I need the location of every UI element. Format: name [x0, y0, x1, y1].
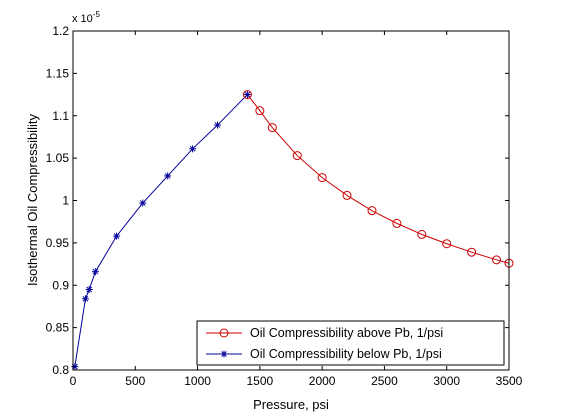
series-1-point — [139, 199, 147, 207]
y-tick-label: 0.85 — [46, 321, 70, 335]
legend-label-above-pb: Oil Compressibility above Pb, 1/psi — [250, 326, 443, 340]
series-line-1 — [74, 94, 248, 367]
series-1-point — [71, 363, 79, 371]
y-multiplier-exponent: -5 — [93, 10, 101, 19]
series-0-point — [367, 206, 377, 216]
series-1-point — [214, 121, 222, 129]
series-1-point — [164, 172, 172, 180]
legend-asterisk-glyph — [220, 350, 228, 358]
y-multiplier-base: x 10 — [72, 13, 93, 25]
series-1-point — [113, 232, 121, 240]
series-0-point — [292, 151, 302, 161]
x-tick-label: 500 — [125, 374, 145, 388]
series-0-point — [492, 255, 502, 265]
series-0-point — [467, 247, 477, 257]
series-0-point — [342, 190, 352, 200]
series-0-point — [442, 239, 452, 249]
plot-area — [73, 31, 509, 370]
legend: Oil Compressibility above Pb, 1/psi Oil … — [196, 320, 505, 366]
legend-marker-below-pb — [220, 350, 228, 358]
y-tick-label: 0.8 — [52, 363, 69, 377]
series-0-point — [242, 90, 252, 100]
series-line-0 — [247, 94, 510, 264]
series-1-point — [189, 145, 197, 153]
y-tick-label: 0.9 — [52, 278, 69, 292]
y-tick-label: 1.15 — [46, 66, 70, 80]
series-0-point — [267, 123, 277, 133]
series-1-point — [85, 285, 93, 293]
series-0-point — [255, 106, 265, 116]
series-0-point — [392, 218, 402, 228]
series-1-point — [81, 295, 89, 303]
series-0-point — [317, 173, 327, 183]
x-axis-title: Pressure, psi — [253, 397, 329, 412]
x-tick-label: 3000 — [433, 374, 460, 388]
y-multiplier-label: x 10-5 — [72, 10, 100, 25]
y-tick-label: 1.05 — [46, 151, 70, 165]
series-1-point — [243, 91, 251, 99]
y-tick-label: 1.2 — [52, 24, 69, 38]
legend-marker-above-pb — [219, 328, 229, 338]
y-tick-label: 1.1 — [52, 109, 69, 123]
x-tick-label: 2000 — [309, 374, 336, 388]
x-tick-label: 3500 — [496, 374, 523, 388]
series-1-point — [91, 268, 99, 276]
series-0-point — [417, 229, 427, 239]
marks-layer — [71, 90, 514, 371]
y-tick-label: 0.95 — [46, 236, 70, 250]
x-tick-label: 1500 — [247, 374, 274, 388]
ticks-layer: 0 500 1000 1500 2000 2500 3000 3500 0.8 0.85 0.9 0.… — [46, 24, 523, 388]
legend-box — [196, 320, 505, 366]
y-tick-label: 1 — [62, 194, 69, 208]
x-tick-label: 0 — [70, 374, 77, 388]
plot-frame — [72, 30, 510, 371]
legend-label-below-pb: Oil Compressibility below Pb, 1/psi — [250, 347, 442, 361]
x-tick-label: 1000 — [184, 374, 211, 388]
x-tick-label: 2500 — [371, 374, 398, 388]
y-axis-title: Isothermal Oil Compressibility — [25, 114, 40, 286]
